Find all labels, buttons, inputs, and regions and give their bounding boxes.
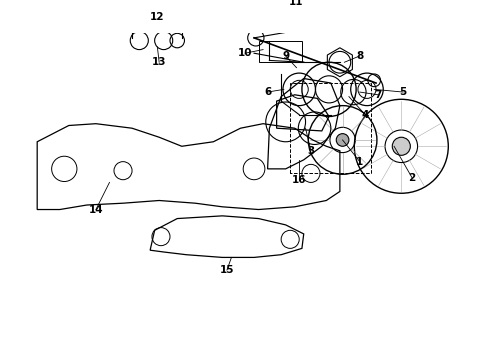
Text: 13: 13 bbox=[152, 57, 167, 67]
Text: 6: 6 bbox=[264, 87, 271, 97]
Circle shape bbox=[392, 137, 410, 155]
Text: 7: 7 bbox=[374, 90, 382, 100]
Text: 5: 5 bbox=[399, 87, 407, 97]
Text: 4: 4 bbox=[362, 110, 369, 120]
Text: 11: 11 bbox=[289, 0, 304, 7]
Text: 12: 12 bbox=[150, 12, 165, 22]
Text: 8: 8 bbox=[356, 51, 364, 61]
Text: 2: 2 bbox=[409, 173, 416, 183]
Text: 1: 1 bbox=[356, 157, 364, 167]
Text: 14: 14 bbox=[89, 204, 103, 215]
Text: 15: 15 bbox=[220, 265, 234, 275]
Text: 3: 3 bbox=[307, 146, 315, 156]
Text: 16: 16 bbox=[292, 175, 306, 185]
Text: 9: 9 bbox=[282, 51, 289, 61]
Circle shape bbox=[336, 134, 349, 146]
Text: 10: 10 bbox=[238, 48, 252, 58]
